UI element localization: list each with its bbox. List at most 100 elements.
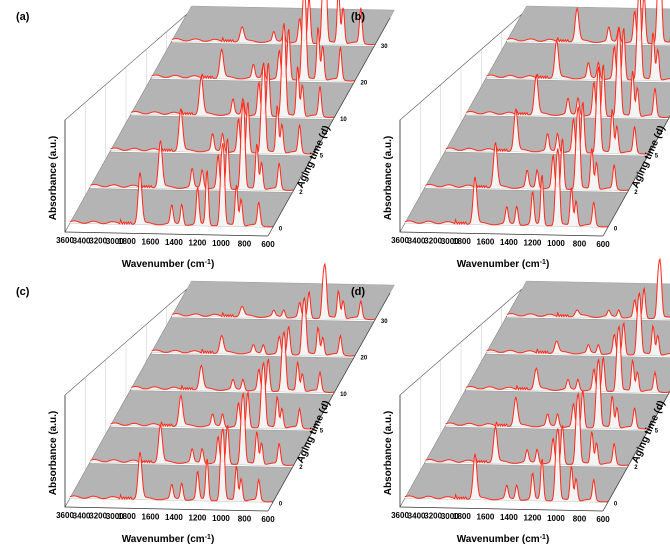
z-tick-label: 5 — [320, 428, 324, 434]
x-tick-label: 1800 — [453, 512, 471, 521]
x-axis-title-close: ) — [211, 259, 214, 270]
x-tick-label: 1000 — [547, 239, 565, 248]
x-axis-title: Wavenumber (cm-1) — [122, 534, 215, 546]
y-axis-title: Absorbance (a.u.) — [383, 411, 394, 495]
x-tick-label: 1200 — [524, 514, 542, 523]
y-axis-title: Absorbance (a.u.) — [48, 136, 59, 220]
x-tick-label: 1000 — [212, 239, 230, 248]
x-tick-label: 1200 — [524, 239, 542, 248]
x-axis-title-close: ) — [546, 534, 549, 545]
front-axis — [399, 231, 604, 237]
x-tick-label: 1800 — [453, 237, 471, 246]
z-tick-label: 0 — [614, 501, 618, 507]
spectrum-line — [465, 26, 670, 118]
x-tick-label: 3600 — [391, 511, 409, 520]
z-tick-label: 30 — [381, 44, 388, 50]
spectrum-line — [486, 291, 670, 356]
spectrum-line — [130, 330, 335, 393]
spectrum-line — [404, 428, 609, 503]
spectrum-line — [486, 0, 670, 81]
y-axis-title: Absorbance (a.u.) — [383, 136, 394, 220]
z-tick-label: 5 — [655, 428, 659, 434]
panel-label: (c) — [16, 286, 30, 298]
x-tick-label: 3200 — [424, 237, 442, 246]
front-axis — [399, 506, 604, 512]
x-tick-label: 3400 — [73, 511, 91, 520]
x-tick-label: 3400 — [408, 511, 426, 520]
x-tick-label: 1200 — [189, 239, 207, 248]
spectrum-line — [465, 324, 670, 393]
x-tick-label: 1400 — [500, 238, 518, 247]
depth-axis — [267, 292, 391, 512]
x-tick-label: 3200 — [424, 512, 442, 521]
z-tick-label: 20 — [361, 355, 368, 361]
spectrum-line — [506, 257, 670, 319]
x-tick-label: 1600 — [477, 513, 495, 522]
x-tick-label: 600 — [261, 240, 275, 249]
spectrum-line — [425, 391, 629, 466]
x-tick-label: 1400 — [165, 238, 183, 247]
z-tick-label: 2 — [299, 190, 303, 196]
x-axis-title: Wavenumber (cm-1) — [457, 534, 550, 546]
spectrum-line — [425, 106, 629, 191]
z-tick-label: 20 — [361, 80, 368, 86]
x-axis-title-close: ) — [546, 259, 549, 270]
z-tick-label: 0 — [279, 226, 283, 232]
x-axis-title: Wavenumber (cm-1) — [457, 259, 550, 271]
x-tick-label: 1800 — [118, 512, 136, 521]
x-tick-label: 1000 — [547, 514, 565, 523]
x-tick-label: 3200 — [89, 237, 107, 246]
x-tick-label: 800 — [573, 240, 587, 249]
x-tick-label: 600 — [596, 515, 610, 524]
x-axis-title: Wavenumber (cm-1) — [122, 259, 215, 271]
x-tick-label: 3000 — [106, 237, 124, 246]
z-tick-label: 2 — [634, 465, 638, 471]
x-tick-label: 3600 — [56, 511, 74, 520]
spectrum-line — [151, 0, 355, 82]
spectrum-line — [90, 391, 294, 466]
x-axis-title-sup: -1 — [205, 534, 211, 541]
x-tick-label: 800 — [238, 515, 252, 524]
z-tick-label: 2 — [634, 190, 638, 196]
x-tick-label: 1600 — [142, 238, 160, 247]
spectrum-line — [171, 262, 376, 321]
z-tick-label: 5 — [655, 153, 659, 159]
y-axis-title: Absorbance (a.u.) — [48, 411, 59, 495]
x-axis-title-sup: -1 — [540, 259, 546, 266]
x-tick-label: 1200 — [189, 514, 207, 523]
front-axis — [64, 231, 269, 237]
z-tick-label: 2 — [299, 465, 303, 471]
x-tick-label: 1600 — [477, 238, 495, 247]
x-tick-label: 1800 — [118, 237, 136, 246]
x-tick-label: 600 — [261, 515, 275, 524]
front-axis — [64, 506, 269, 512]
x-tick-label: 3600 — [391, 236, 409, 245]
x-tick-label: 3400 — [73, 236, 91, 245]
spectrum-line — [90, 102, 294, 191]
spectrum-line — [445, 357, 649, 430]
spectrum-line — [171, 0, 376, 46]
z-tick-label: 0 — [614, 226, 618, 232]
x-axis-title-close: ) — [211, 534, 214, 545]
x-tick-label: 1000 — [212, 514, 230, 523]
x-tick-label: 3200 — [89, 512, 107, 521]
panel-label: (a) — [16, 11, 30, 23]
x-tick-label: 3000 — [441, 237, 459, 246]
x-tick-label: 1400 — [165, 513, 183, 522]
panel-label: (d) — [351, 286, 365, 298]
z-tick-label: 5 — [320, 153, 324, 159]
spectrum-line — [404, 148, 609, 228]
x-tick-label: 1400 — [500, 513, 518, 522]
x-tick-label: 3000 — [106, 512, 124, 521]
z-tick-label: 10 — [340, 392, 347, 398]
z-tick-label: 0 — [279, 501, 283, 507]
x-tick-label: 800 — [573, 515, 587, 524]
x-tick-label: 3000 — [441, 512, 459, 521]
spectrum-line — [151, 296, 355, 357]
spectrum-line — [130, 23, 335, 118]
spectrum-line — [110, 62, 314, 155]
